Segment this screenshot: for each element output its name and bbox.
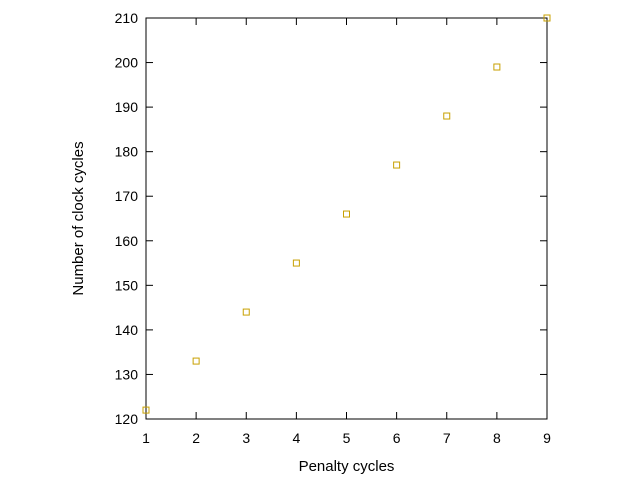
data-point [192,357,200,365]
x-tick-label: 2 [192,430,200,446]
x-tick-label: 7 [443,430,451,446]
data-point [443,112,451,120]
data-point [242,308,250,316]
x-tick-label: 4 [292,430,300,446]
y-tick-label: 180 [115,144,139,160]
data-points [142,14,551,414]
y-tick-label: 200 [115,55,139,71]
plot-frame [145,17,548,420]
axis-ticks [145,17,548,420]
x-tick-label: 6 [393,430,401,446]
data-point [393,161,401,169]
y-tick-label: 170 [115,188,139,204]
y-tick-label: 190 [115,99,139,115]
x-tick-label: 5 [343,430,351,446]
y-tick-label: 160 [115,233,139,249]
data-point [142,406,150,414]
x-tick-label: 3 [242,430,250,446]
data-point [343,210,350,218]
x-tick-label: 1 [142,430,150,446]
data-point [543,14,551,22]
x-axis-label: Penalty cycles [299,458,395,475]
x-tick-label: 9 [543,430,551,446]
y-tick-label: 150 [115,277,139,293]
y-tick-label: 120 [115,411,139,427]
y-tick-label: 210 [115,10,139,26]
x-tick-label: 8 [493,430,501,446]
y-tick-label: 130 [115,366,139,382]
data-point [292,259,300,267]
data-point [493,63,501,71]
y-axis-label: Number of clock cycles [70,141,87,295]
tick-labels: 1 2 3 4 5 6 7 8 9 120 130 140 150 160 170 180 190 200 210 [115,10,551,446]
y-tick-label: 140 [115,322,139,338]
